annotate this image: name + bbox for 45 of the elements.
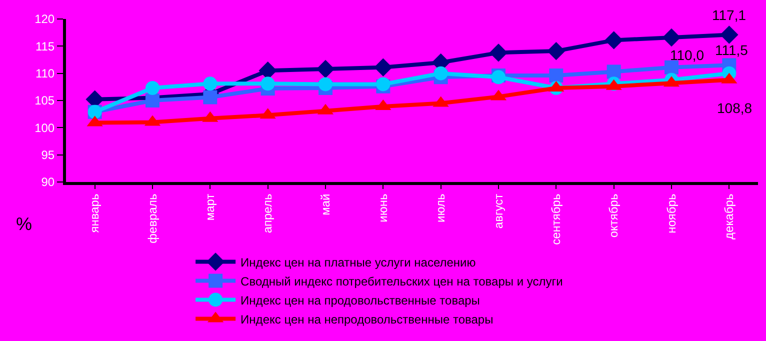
point <box>604 31 623 50</box>
legend-label: Индекс цен на платные услуги населению <box>240 255 476 270</box>
point <box>606 64 621 79</box>
y-tick-label: 100 <box>34 120 55 135</box>
x-tick-label: август <box>491 193 506 229</box>
point <box>664 60 678 74</box>
annotation: 117,1 <box>712 7 746 23</box>
point <box>260 76 275 91</box>
legend-label: Индекс цен на продовольственные товары <box>240 293 480 308</box>
y-tick-label: 110 <box>35 66 55 81</box>
y-axis-title: % <box>16 214 32 234</box>
point <box>549 68 564 83</box>
x-tick-label: апрель <box>260 194 275 234</box>
x-tick-label: март <box>203 193 218 221</box>
point <box>662 28 681 47</box>
x-tick-label: сентябрь <box>549 194 564 245</box>
point <box>316 60 335 78</box>
point <box>318 77 332 92</box>
x-tick-label: октябрь <box>606 194 621 238</box>
annotation: 108,8 <box>717 100 752 116</box>
legend-label: Сводный индекс потребительских цен на товары и услуги <box>240 274 563 288</box>
point <box>547 42 566 60</box>
x-tick-label: июнь <box>376 194 390 222</box>
y-tick-label: 115 <box>35 39 55 54</box>
y-tick-label: 95 <box>41 148 55 162</box>
point <box>203 90 218 104</box>
x-tick-label: февраль <box>145 194 160 244</box>
x-tick-label: июль <box>434 194 448 223</box>
point <box>146 94 160 108</box>
annotation: 110,0 <box>670 47 704 63</box>
y-tick-label: 90 <box>41 175 55 190</box>
point <box>434 66 448 80</box>
x-tick-label: ноябрь <box>664 194 678 234</box>
y-tick-label: 120 <box>34 12 55 26</box>
point <box>146 81 160 95</box>
annotation: 111,5 <box>715 42 748 58</box>
y-tick-label: 105 <box>34 94 55 108</box>
point <box>720 26 738 44</box>
x-tick-label: май <box>318 194 332 216</box>
x-tick-label: январь <box>88 194 102 233</box>
legend-label: Индекс цен на непродовольственные товары <box>240 312 494 326</box>
x-tick-label: декабрь <box>722 194 736 240</box>
point <box>374 58 392 76</box>
point <box>489 44 508 62</box>
point <box>203 76 218 91</box>
